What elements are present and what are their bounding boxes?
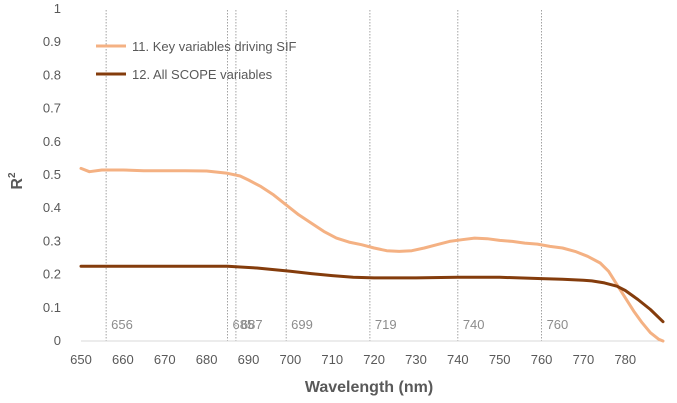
- y-axis-ticks: 0 0.1 0.2 0.3 0.4 0.5 0.6 0.7 0.8 0.9 1: [43, 1, 61, 348]
- y-tick-label: 0: [54, 333, 61, 348]
- y-tick-label: 1: [54, 1, 61, 16]
- y-tick-label: 0.8: [43, 67, 61, 82]
- x-tick-label: 700: [280, 352, 302, 367]
- y-tick-label: 0.5: [43, 167, 61, 182]
- y-tick-label: 0.9: [43, 34, 61, 49]
- x-tick-label: 760: [531, 352, 553, 367]
- reference-line-label: 760: [547, 317, 569, 332]
- svg-text:R2: R2: [7, 172, 26, 190]
- x-tick-label: 730: [405, 352, 427, 367]
- y-axis-title-superscript: 2: [7, 172, 18, 178]
- series-line-1: [79, 166, 665, 343]
- x-tick-label: 710: [321, 352, 343, 367]
- x-axis-title: Wavelength (nm): [305, 379, 433, 396]
- reference-line-label: 719: [375, 317, 397, 332]
- y-tick-label: 0.3: [43, 233, 61, 248]
- y-tick-label: 0.1: [43, 300, 61, 315]
- y-tick-label: 0.7: [43, 101, 61, 116]
- reference-line-label: 740: [463, 317, 485, 332]
- x-tick-label: 720: [363, 352, 385, 367]
- x-tick-label: 670: [154, 352, 176, 367]
- y-tick-label: 0.6: [43, 134, 61, 149]
- legend-label-1: 11. Key variables driving SIF: [132, 39, 297, 54]
- legend-label-2: 12. All SCOPE variables: [132, 67, 273, 82]
- y-axis-title: R2: [7, 172, 26, 190]
- x-axis-ticks: 650 660 670 680 690 700 710 720 730 740 750 760 770 7…: [70, 352, 636, 367]
- x-tick-label: 740: [447, 352, 469, 367]
- series-line-2: [79, 264, 665, 324]
- y-axis-title-base: R: [9, 178, 26, 190]
- x-tick-label: 680: [196, 352, 218, 367]
- legend: 11. Key variables driving SIF 12. All SCO…: [96, 39, 297, 82]
- x-tick-label: 650: [70, 352, 92, 367]
- series-lines: [79, 166, 665, 343]
- reference-line-label: 699: [291, 317, 313, 332]
- x-tick-label: 770: [573, 352, 595, 367]
- y-tick-label: 0.2: [43, 267, 61, 282]
- x-tick-label: 780: [614, 352, 636, 367]
- x-tick-label: 750: [489, 352, 511, 367]
- y-tick-label: 0.4: [43, 200, 61, 215]
- x-tick-label: 660: [112, 352, 134, 367]
- reference-line-label: 685: [233, 317, 255, 332]
- reference-line-label: 656: [111, 317, 133, 332]
- reference-line-label: 687: [241, 317, 263, 332]
- x-tick-label: 690: [238, 352, 260, 367]
